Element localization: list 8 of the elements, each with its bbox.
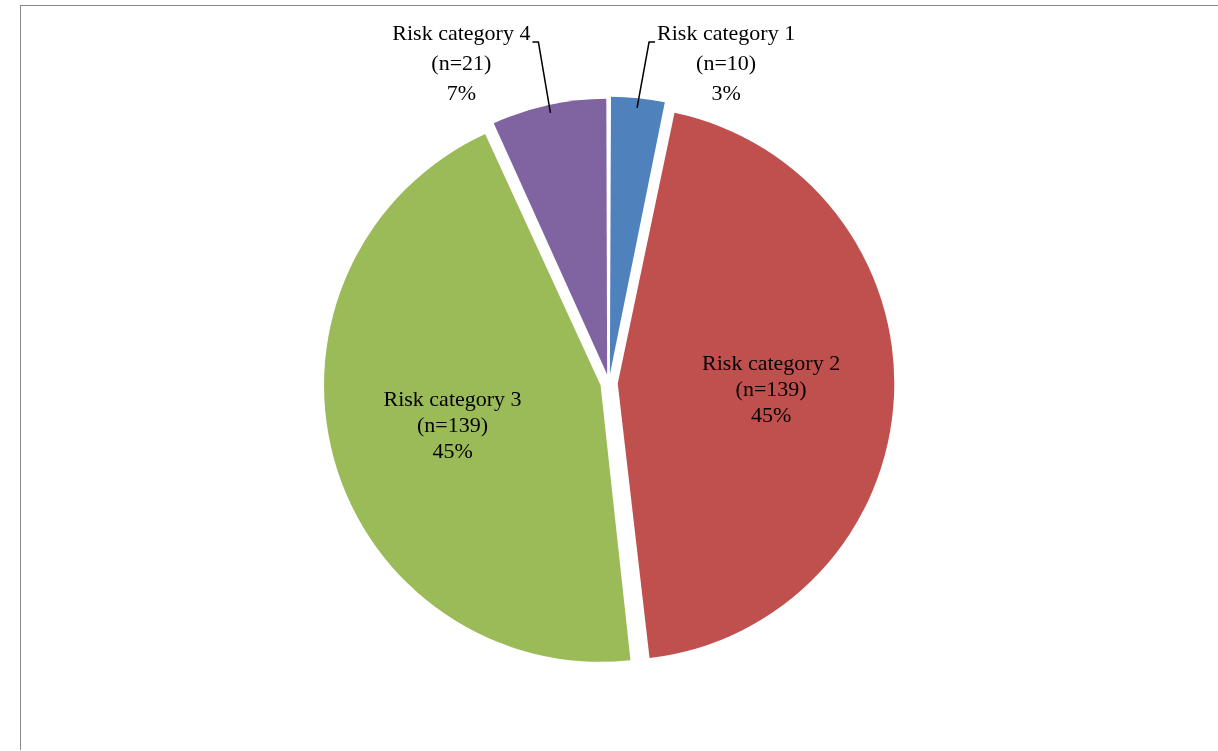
slice-label: Risk category 4 xyxy=(392,19,531,45)
data-label: (n=139) 45% xyxy=(417,411,489,463)
slice-label: Risk category 2 xyxy=(702,350,841,376)
data-label: (n=21) 7% xyxy=(431,49,492,105)
data-label: (n=139) 45% xyxy=(735,376,807,428)
data-label: (n=10) 3% xyxy=(696,49,757,105)
slice-label: Risk category 1 xyxy=(657,19,796,45)
slice-label: Risk category 3 xyxy=(383,385,522,411)
